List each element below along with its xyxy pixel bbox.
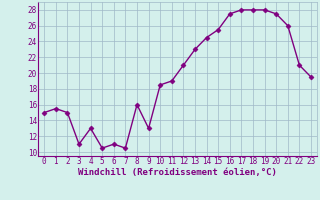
X-axis label: Windchill (Refroidissement éolien,°C): Windchill (Refroidissement éolien,°C) bbox=[78, 168, 277, 177]
